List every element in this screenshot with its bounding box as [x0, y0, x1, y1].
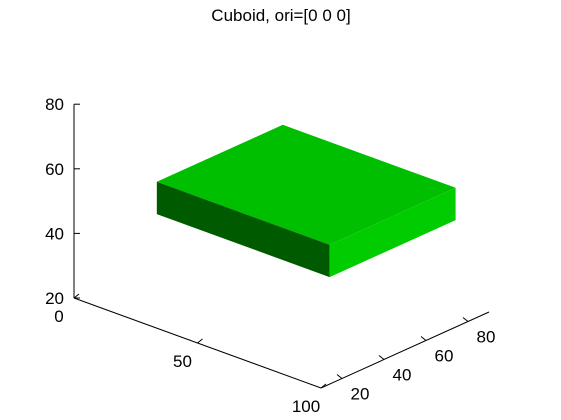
- x-tick-label: 50: [173, 352, 192, 371]
- z-tick-label: 20: [45, 289, 64, 308]
- y-tick-label: 20: [351, 385, 370, 404]
- x-tick-mark: [73, 293, 80, 299]
- y-axis-line: [320, 311, 490, 389]
- cuboid: [156, 124, 456, 278]
- cuboid-top-face: [156, 124, 456, 245]
- y-tick-mark: [378, 355, 385, 360]
- ticks: 20 40 60 80 0 50 100 20 40 60 80: [45, 95, 495, 416]
- y-tick-label: 60: [435, 347, 454, 366]
- y-tick-mark: [462, 317, 469, 322]
- x-tick-label: 100: [292, 397, 320, 416]
- x-tick-mark: [197, 338, 203, 344]
- x-tick-label: 0: [54, 307, 63, 326]
- chart-title: Cuboid, ori=[0 0 0]: [211, 6, 350, 25]
- y-tick-mark: [336, 374, 343, 379]
- x-tick-mark: [320, 383, 327, 389]
- z-tick-label: 80: [45, 95, 64, 114]
- y-tick-mark: [420, 336, 427, 341]
- cuboid-front-face: [329, 187, 456, 278]
- y-tick-label: 80: [477, 328, 496, 347]
- z-tick-label: 60: [45, 160, 64, 179]
- y-tick-label: 40: [393, 366, 412, 385]
- cuboid-side-face: [156, 181, 330, 278]
- z-tick-label: 40: [45, 224, 64, 243]
